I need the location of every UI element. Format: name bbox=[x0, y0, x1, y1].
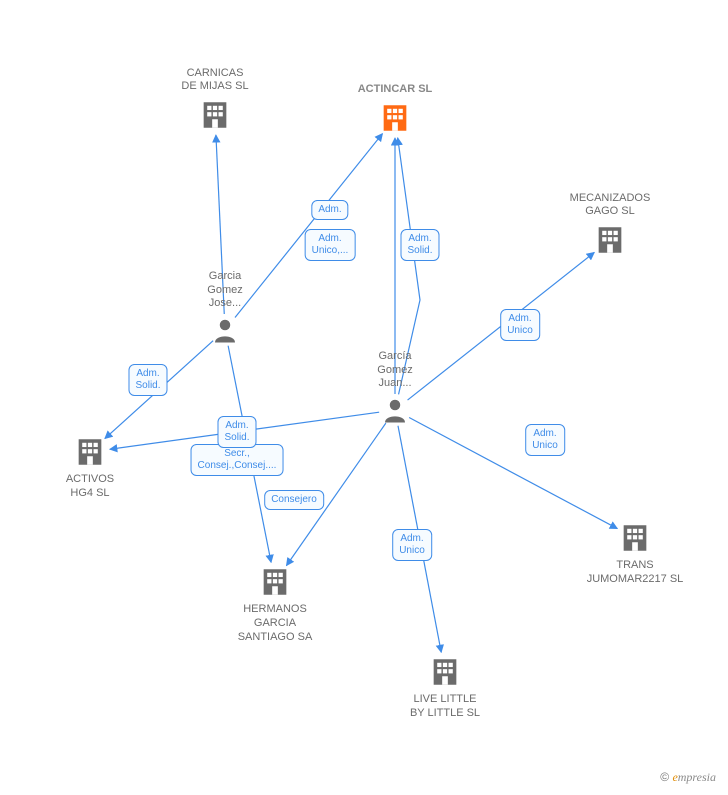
edge-label: Consejero bbox=[264, 490, 324, 510]
node-juan[interactable]: García Gomez Juan... bbox=[335, 350, 455, 425]
network-canvas: CARNICAS DE MIJAS SL ACTINCAR SL MECANIZ… bbox=[0, 0, 728, 795]
edge-label: Adm.Solid. bbox=[217, 416, 256, 448]
building-icon bbox=[258, 565, 292, 599]
node-actincar[interactable]: ACTINCAR SL bbox=[335, 83, 455, 135]
building-icon bbox=[378, 101, 412, 135]
edge-label: Adm.Unico,... bbox=[305, 229, 356, 261]
node-hermanos[interactable]: HERMANOS GARCIA SANTIAGO SA bbox=[215, 561, 335, 644]
node-mecanizados[interactable]: MECANIZADOS GAGO SL bbox=[550, 192, 670, 258]
brand-rest: mpresia bbox=[678, 770, 716, 784]
node-jose[interactable]: Garcia Gomez Jose... bbox=[165, 270, 285, 345]
node-label: HERMANOS GARCIA SANTIAGO SA bbox=[215, 603, 335, 644]
edge-label: Adm.Unico bbox=[525, 424, 565, 456]
node-trans[interactable]: TRANS JUMOMAR2217 SL bbox=[575, 517, 695, 587]
building-icon bbox=[198, 98, 232, 132]
edge bbox=[409, 418, 617, 529]
edge-label: Adm.Solid. bbox=[128, 364, 167, 396]
node-label: MECANIZADOS GAGO SL bbox=[550, 192, 670, 220]
edge-label: Secr.,Consej.,Consej.... bbox=[191, 444, 284, 476]
person-icon bbox=[210, 315, 240, 345]
building-icon bbox=[428, 655, 462, 689]
node-label: TRANS JUMOMAR2217 SL bbox=[575, 559, 695, 587]
building-icon bbox=[593, 223, 627, 257]
edge-label: Adm.Unico bbox=[500, 309, 540, 341]
building-icon bbox=[618, 521, 652, 555]
node-label: Garcia Gomez Jose... bbox=[165, 270, 285, 311]
node-livelittle[interactable]: LIVE LITTLE BY LITTLE SL bbox=[385, 651, 505, 721]
building-icon bbox=[73, 435, 107, 469]
node-activos[interactable]: ACTIVOS HG4 SL bbox=[30, 431, 150, 501]
node-label: LIVE LITTLE BY LITTLE SL bbox=[385, 693, 505, 721]
node-label: ACTINCAR SL bbox=[335, 83, 455, 97]
footer: © empresia bbox=[660, 770, 716, 785]
node-label: CARNICAS DE MIJAS SL bbox=[155, 67, 275, 95]
edge-label: Adm. bbox=[311, 200, 348, 220]
node-label: ACTIVOS HG4 SL bbox=[30, 473, 150, 501]
node-carnicas[interactable]: CARNICAS DE MIJAS SL bbox=[155, 67, 275, 133]
edge-label: Adm.Unico bbox=[392, 529, 432, 561]
copyright-symbol: © bbox=[660, 770, 669, 784]
person-icon bbox=[380, 395, 410, 425]
edge-label: Adm.Solid. bbox=[400, 229, 439, 261]
node-label: García Gomez Juan... bbox=[335, 350, 455, 391]
